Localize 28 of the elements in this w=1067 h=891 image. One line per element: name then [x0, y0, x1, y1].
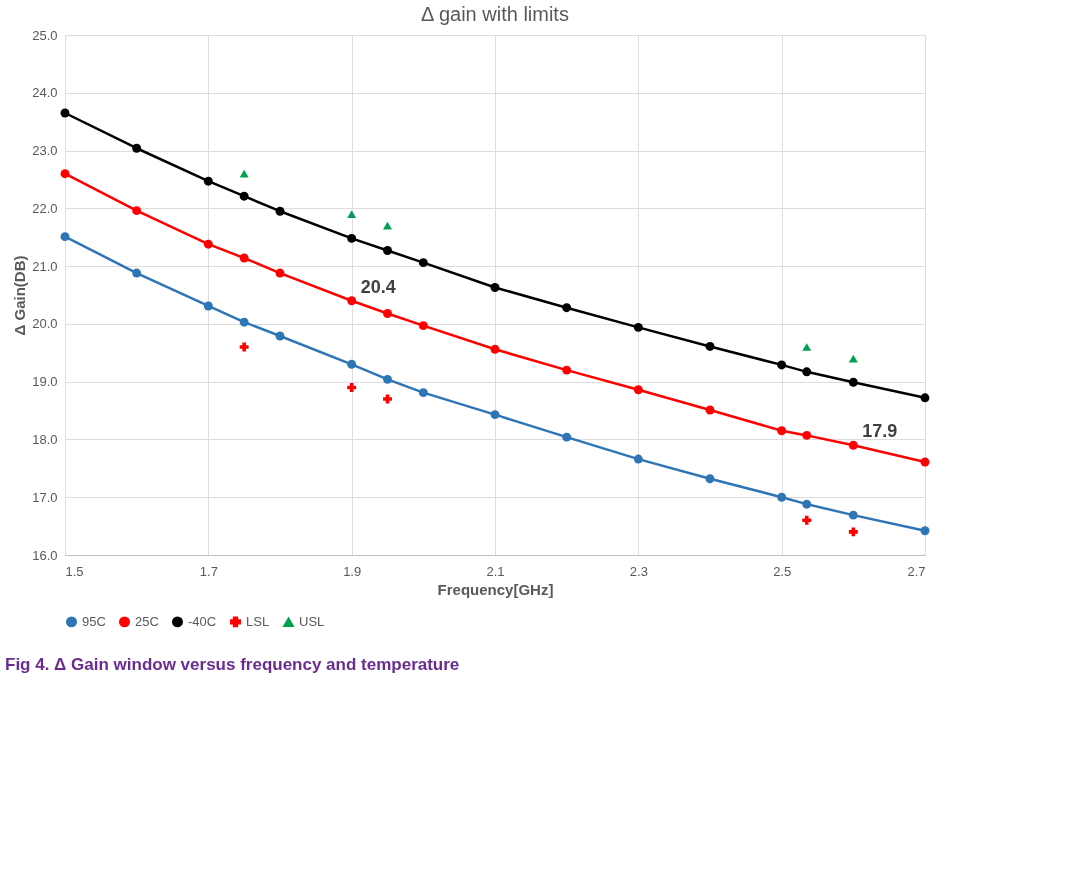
legend-label: -40C — [188, 613, 217, 629]
x-tick-label: 2.5 — [773, 563, 792, 579]
legend-label: 25C — [135, 613, 159, 629]
x-tick-label: 1.7 — [199, 563, 218, 579]
x-tick-label: 2.1 — [486, 563, 505, 579]
y-tick-label: 25.0 — [32, 27, 58, 43]
y-axis-title: Δ Gain(DB) — [11, 255, 29, 336]
y-tick-label: 24.0 — [32, 85, 58, 101]
x-tick-label: 2.3 — [629, 563, 648, 579]
chart-title: Δ gain with limits — [421, 3, 569, 25]
legend-label: 95C — [82, 613, 106, 629]
y-tick-label: 23.0 — [32, 143, 58, 159]
x-tick-label: 1.9 — [343, 563, 362, 579]
y-tick-label: 21.0 — [32, 258, 58, 274]
y-tick-label: 22.0 — [32, 200, 58, 216]
legend-label: USL — [299, 614, 325, 630]
y-tick-label: 17.0 — [32, 489, 58, 505]
y-tick-label: 16.0 — [32, 547, 58, 563]
y-tick-label: 19.0 — [32, 374, 58, 390]
legend-label: LSL — [246, 613, 270, 629]
annotation: 20.4 — [360, 276, 396, 297]
x-tick-label: 2.7 — [907, 563, 926, 579]
x-axis-title: Frequency[GHz] — [437, 580, 554, 598]
y-tick-label: 20.0 — [32, 316, 58, 332]
caption: Fig 4. Δ Gain window versus frequency and temperature — [5, 655, 460, 674]
annotation: 17.9 — [862, 421, 898, 442]
y-tick-label: 18.0 — [32, 431, 58, 447]
x-tick-label: 1.5 — [65, 563, 84, 579]
